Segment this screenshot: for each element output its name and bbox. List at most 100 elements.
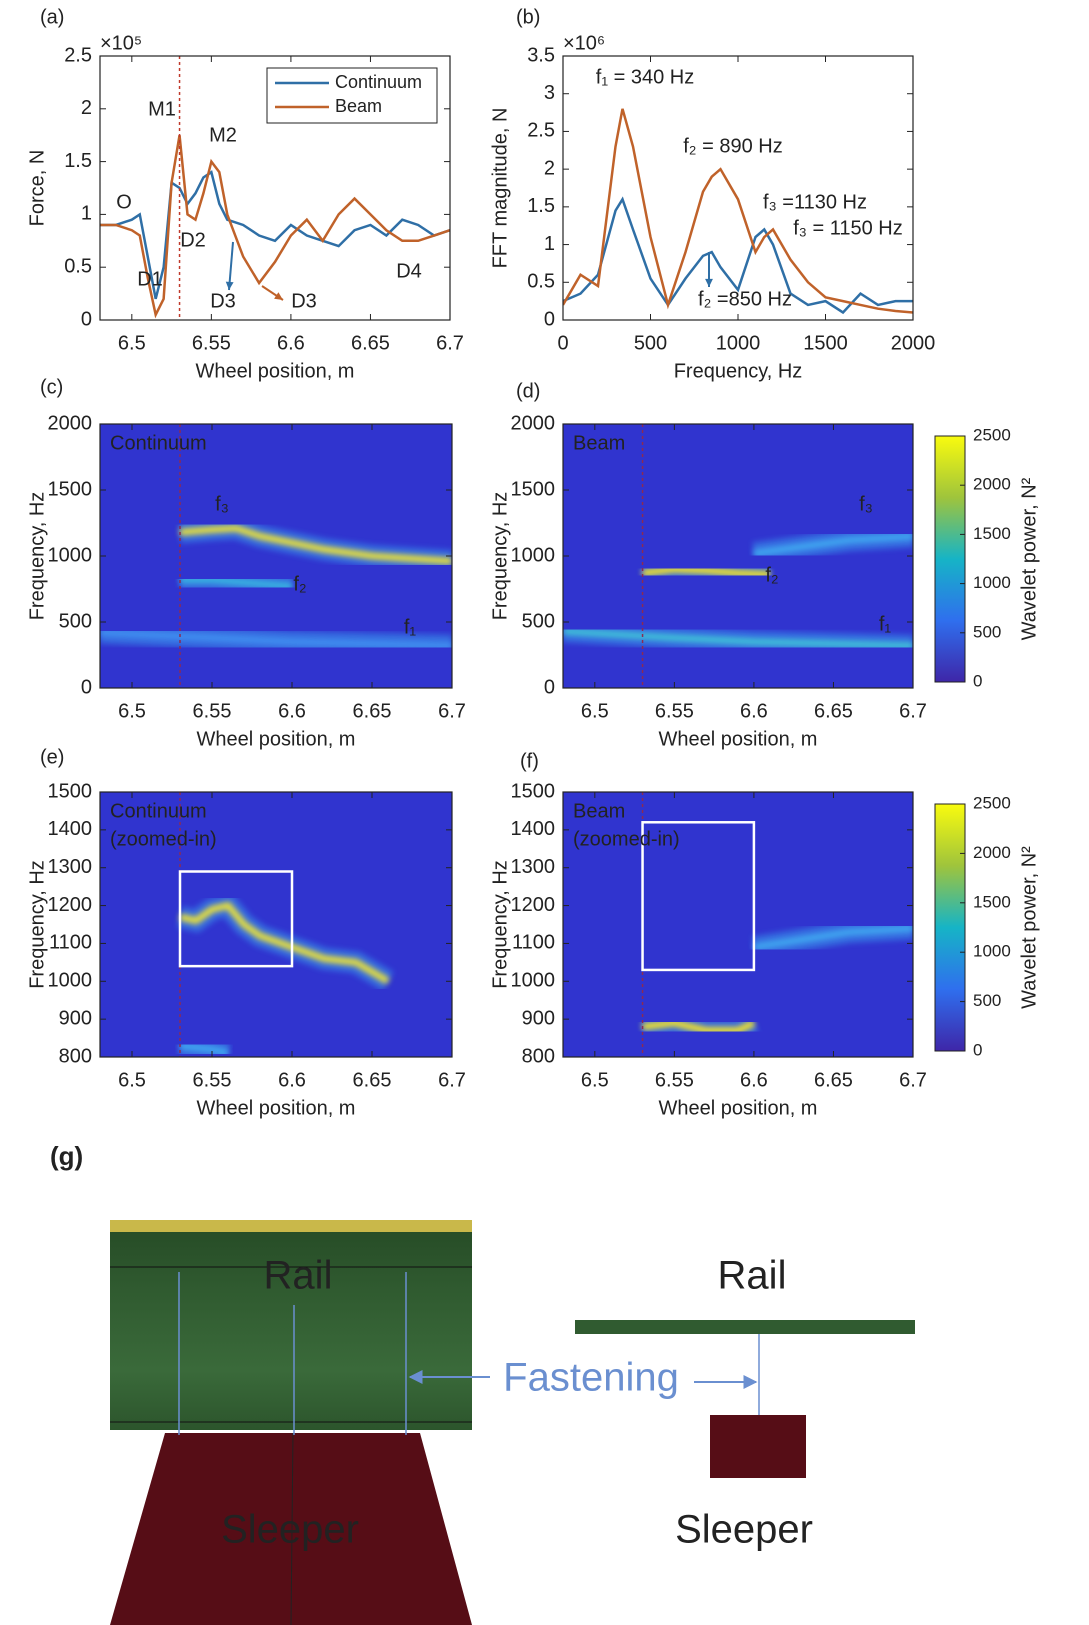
y-tick-label: 1500 bbox=[511, 478, 556, 500]
colorbar-tick-label: 2500 bbox=[973, 793, 1011, 812]
ridge-label: f₁ bbox=[879, 613, 892, 635]
annotation: O bbox=[116, 191, 132, 213]
y-tick-label: 1000 bbox=[511, 544, 556, 566]
y-tick-label: 800 bbox=[522, 1045, 555, 1067]
panel: 0 500 1000 1500 2000 0 0.5 1 1.5 2 2.5 3 3.5 Frequenc… bbox=[489, 6, 935, 382]
x-tick-label: 6.6 bbox=[740, 700, 768, 722]
annotation: M2 bbox=[209, 124, 237, 146]
y-tick-label: 1100 bbox=[49, 932, 92, 954]
ridge bbox=[180, 576, 293, 590]
y-tick-label: 1200 bbox=[48, 894, 93, 916]
y-tick-label: 1300 bbox=[511, 856, 556, 878]
y-tick-label: 1000 bbox=[48, 544, 93, 566]
annotation: f₁ = 340 Hz bbox=[596, 66, 694, 88]
panel-label: (d) bbox=[516, 380, 540, 402]
x-tick-label: 6.5 bbox=[118, 1069, 146, 1091]
y-tick-label: 1200 bbox=[511, 894, 556, 916]
x-tick-label: 6.65 bbox=[814, 700, 853, 722]
panel-title: (zoomed-in) bbox=[573, 828, 680, 850]
x-tick-label: 6.5 bbox=[581, 1069, 609, 1091]
y-tick-label: 2.5 bbox=[527, 120, 555, 142]
heatmap-background bbox=[100, 792, 452, 1057]
highlight-box bbox=[641, 821, 756, 972]
panel-title: Continuum bbox=[110, 800, 207, 822]
sleeper-label: Sleeper bbox=[675, 1508, 813, 1552]
y-tick-label: 2000 bbox=[48, 412, 93, 434]
annotation: f₂ =850 Hz bbox=[698, 288, 792, 310]
x-tick-label: 6.6 bbox=[277, 332, 305, 354]
plot-frame bbox=[99, 791, 453, 1058]
y-tick-label: 1400 bbox=[511, 818, 556, 840]
ridge-label: f₃ bbox=[859, 493, 873, 515]
ridge bbox=[753, 532, 913, 557]
x-tick-label: 500 bbox=[634, 332, 667, 354]
y-tick-label: 900 bbox=[522, 1007, 555, 1029]
x-tick-label: 6.5 bbox=[581, 700, 609, 722]
panel: f₃ f₂ f₁ 6.5 6.55 6.6 6.65 6.7 0 500 1000 1500 2000 W… bbox=[26, 376, 466, 750]
legend-label: Continuum bbox=[335, 72, 422, 92]
ridge bbox=[642, 565, 770, 578]
x-axis-label: Frequency, Hz bbox=[674, 360, 803, 382]
x-tick-label: 6.6 bbox=[278, 700, 306, 722]
annotation: f₃ = 1150 Hz bbox=[793, 217, 903, 239]
x-tick-label: 6.7 bbox=[438, 1069, 466, 1091]
y-axis-label: Force, N bbox=[26, 150, 48, 227]
y-axis-label: Frequency, Hz bbox=[489, 492, 511, 621]
arrow-head bbox=[274, 292, 283, 300]
annotation: D3 bbox=[210, 290, 236, 312]
sleeper-label: Sleeper bbox=[221, 1508, 359, 1552]
annotation: D3 bbox=[291, 290, 317, 312]
panel-label: (f) bbox=[520, 750, 539, 772]
colorbar-label: Wavelet power, N² bbox=[1018, 846, 1040, 1009]
x-tick-label: 0 bbox=[557, 332, 568, 354]
y-axis-label: Frequency, Hz bbox=[26, 492, 48, 621]
annotation: D2 bbox=[180, 229, 206, 251]
x-tick-label: 1000 bbox=[716, 332, 761, 354]
panel-title: Continuum bbox=[110, 432, 207, 454]
fastening-label: Fastening bbox=[503, 1356, 679, 1400]
x-tick-label: 6.65 bbox=[353, 1069, 392, 1091]
x-tick-label: 6.7 bbox=[899, 700, 927, 722]
colorbar bbox=[934, 803, 966, 1052]
x-axis-label: Wheel position, m bbox=[659, 1097, 818, 1119]
y-tick-label: 2 bbox=[544, 157, 555, 179]
y-tick-label: 0 bbox=[81, 308, 92, 330]
y-tick-label: 0 bbox=[81, 676, 92, 698]
y-tick-label: 500 bbox=[522, 610, 555, 632]
beam-rail bbox=[575, 1320, 915, 1334]
data-line bbox=[563, 108, 913, 314]
x-tick-label: 6.55 bbox=[193, 1069, 232, 1091]
y-multiplier: ×10⁵ bbox=[100, 32, 142, 54]
y-tick-label: 800 bbox=[59, 1045, 92, 1067]
y-tick-label: 1 bbox=[544, 233, 555, 255]
ridge bbox=[179, 524, 452, 565]
plot-frame bbox=[562, 55, 914, 321]
y-tick-label: 1 bbox=[81, 203, 92, 225]
y-tick-label: 2 bbox=[81, 97, 92, 119]
rail-label: Rail bbox=[264, 1254, 333, 1298]
rail-label: Rail bbox=[718, 1254, 787, 1298]
data-line bbox=[563, 196, 913, 315]
ridge bbox=[179, 901, 390, 985]
x-axis-label: Wheel position, m bbox=[196, 360, 355, 382]
panel-label: (c) bbox=[40, 376, 63, 398]
y-axis-label: FFT magnitude, N bbox=[489, 108, 511, 269]
y-tick-label: 0 bbox=[544, 308, 555, 330]
legend-box bbox=[266, 67, 438, 124]
data-line bbox=[100, 134, 450, 319]
y-tick-label: 0.5 bbox=[64, 255, 92, 277]
x-axis-label: Wheel position, m bbox=[197, 728, 356, 750]
rail-block bbox=[110, 1232, 472, 1430]
panel-label: (g) bbox=[50, 1141, 83, 1171]
panel-label: (e) bbox=[40, 746, 64, 768]
x-tick-label: 6.65 bbox=[353, 700, 392, 722]
sleeper-edge bbox=[290, 1432, 294, 1625]
ridge-label: f₂ bbox=[293, 573, 306, 595]
x-axis-label: Wheel position, m bbox=[659, 728, 818, 750]
y-tick-label: 2.5 bbox=[64, 44, 92, 66]
panel-title: Beam bbox=[573, 800, 625, 822]
y-axis-label: Frequency, Hz bbox=[26, 860, 48, 989]
x-axis-label: Wheel position, m bbox=[197, 1097, 356, 1119]
sleeper-block bbox=[110, 1433, 472, 1625]
